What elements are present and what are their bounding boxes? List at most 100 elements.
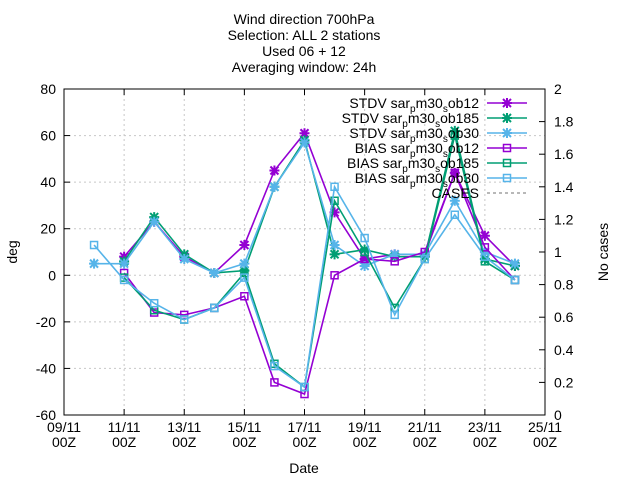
legend-label: BIAS sarpm30sob30	[355, 170, 479, 190]
data-point	[300, 382, 309, 392]
series-2	[89, 137, 520, 278]
data-point	[239, 258, 250, 269]
data-point	[210, 303, 219, 313]
x-tick-label: 00Z	[52, 434, 77, 450]
data-point	[239, 240, 250, 251]
series-line	[123, 170, 516, 396]
y-tick-label: -60	[36, 407, 56, 423]
data-point	[329, 207, 340, 218]
data-point	[502, 113, 512, 123]
y2-tick-label: 0.2	[554, 374, 574, 390]
y2-tick-label: 0	[554, 407, 562, 423]
y-tick-label: 0	[48, 267, 56, 283]
legend-item: STDV sarpm30sob12	[349, 95, 527, 115]
x-tick-label: 23/11	[468, 419, 502, 435]
y2-tick-label: 0.6	[554, 309, 574, 325]
legend-label: STDV sarpm30sob30	[349, 125, 479, 145]
data-point	[180, 310, 189, 320]
y-tick-label: -20	[36, 314, 56, 330]
data-point	[359, 244, 370, 255]
y-tick-label: 40	[40, 174, 56, 190]
data-point	[299, 137, 310, 148]
data-point	[502, 173, 512, 183]
y2-tick-label: 1.4	[554, 179, 574, 195]
data-point	[269, 165, 280, 176]
chart-title-line: Wind direction 700hPa	[234, 11, 375, 27]
data-point	[419, 249, 430, 260]
legend-label: STDV sarpm30sob12	[349, 95, 479, 115]
y-tick-label: -40	[36, 360, 56, 376]
data-point	[89, 240, 99, 250]
data-point	[389, 249, 400, 260]
legend-item: BIAS sarpm30sob30	[355, 170, 527, 190]
x-tick-label: 00Z	[232, 434, 257, 450]
x-tick-label: 15/11	[227, 419, 261, 435]
data-point	[420, 254, 429, 264]
legend-item: BIAS sarpm30sob185	[347, 155, 527, 175]
legend-label: STDV sarpm30sob185	[342, 110, 480, 130]
data-point	[502, 98, 512, 108]
data-point	[390, 310, 399, 320]
y2-axis-label: No cases	[595, 223, 611, 281]
data-point	[119, 275, 129, 285]
y2-tick-label: 0.4	[554, 342, 574, 358]
y2-tick-label: 1.2	[554, 211, 574, 227]
data-point	[360, 247, 369, 257]
x-tick-label: 00Z	[112, 434, 137, 450]
y-tick-label: 20	[40, 221, 56, 237]
legend-label: CASES	[432, 185, 479, 201]
x-tick-label: 11/11	[108, 419, 141, 435]
data-point	[270, 378, 279, 387]
data-point	[149, 298, 159, 308]
y-axis-label: deg	[4, 240, 20, 263]
x-tick-label: 00Z	[172, 434, 197, 450]
data-point	[502, 143, 512, 153]
data-point	[270, 361, 279, 371]
data-point	[209, 267, 220, 278]
data-point	[89, 258, 100, 269]
data-point	[330, 182, 339, 192]
x-tick-label: 00Z	[473, 434, 498, 450]
data-point	[480, 257, 490, 266]
y-tick-label: 80	[40, 81, 56, 97]
x-tick-label: 13/11	[167, 419, 201, 435]
data-point	[479, 247, 490, 257]
data-point	[359, 260, 370, 271]
data-point	[502, 128, 512, 138]
y2-tick-label: 1.8	[554, 114, 574, 130]
data-point	[510, 275, 520, 285]
data-point	[180, 315, 189, 324]
data-point	[390, 257, 399, 266]
y2-tick-label: 1.6	[554, 146, 574, 162]
chart-title-line: Used 06 + 12	[262, 43, 346, 59]
y2-tick-label: 0.8	[554, 277, 574, 293]
x-tick-label: 25/11	[528, 419, 562, 435]
data-point	[480, 252, 490, 261]
x-tick-label: 00Z	[413, 434, 438, 450]
data-point	[149, 216, 160, 227]
data-point	[239, 265, 250, 276]
data-point	[240, 291, 249, 301]
data-point	[240, 273, 249, 282]
y-tick-label: 60	[40, 128, 56, 144]
x-axis: 09/1100Z11/1100Z13/1100Z15/1100Z17/1100Z…	[47, 89, 562, 450]
legend-label: BIAS sarpm30sob185	[347, 155, 479, 175]
y-axis: -60 -40 -20 0 20 40 60 80	[36, 81, 70, 423]
x-tick-label: 09/11	[47, 419, 81, 435]
y2-tick-label: 1	[554, 244, 562, 260]
x-tick-label: 17/11	[288, 419, 322, 435]
y2-tick-label: 2	[554, 81, 562, 97]
y2-axis: 0 0.2 0.4 0.6 0.8 1 1.2 1.4 1.6 1.8 2	[539, 81, 574, 423]
data-point	[299, 128, 310, 139]
data-point	[479, 230, 490, 241]
data-point	[119, 258, 130, 269]
series-line	[123, 130, 516, 274]
data-point	[450, 131, 460, 140]
series-5	[89, 182, 520, 392]
x-tick-label: 00Z	[353, 434, 378, 450]
legend-item: STDV sarpm30sob30	[349, 125, 527, 145]
data-point	[330, 271, 339, 280]
